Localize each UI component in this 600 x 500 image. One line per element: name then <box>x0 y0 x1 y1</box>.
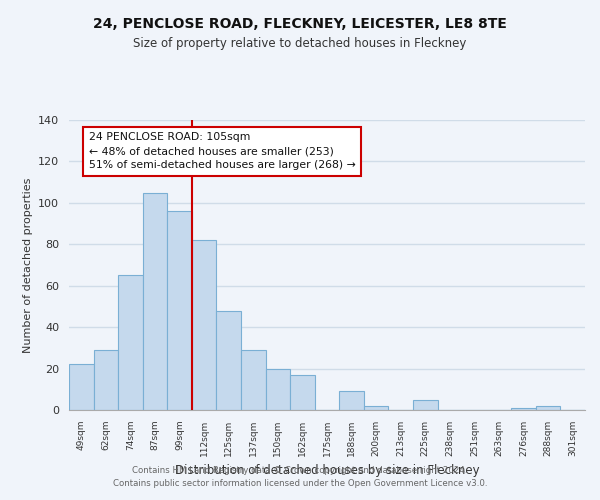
Text: 24, PENCLOSE ROAD, FLECKNEY, LEICESTER, LE8 8TE: 24, PENCLOSE ROAD, FLECKNEY, LEICESTER, … <box>93 18 507 32</box>
Text: 24 PENCLOSE ROAD: 105sqm
← 48% of detached houses are smaller (253)
51% of semi-: 24 PENCLOSE ROAD: 105sqm ← 48% of detach… <box>89 132 355 170</box>
Bar <box>143 192 167 410</box>
Bar <box>167 211 192 410</box>
Bar <box>94 350 118 410</box>
Bar <box>217 310 241 410</box>
Bar <box>339 392 364 410</box>
Bar <box>290 375 315 410</box>
Text: Size of property relative to detached houses in Fleckney: Size of property relative to detached ho… <box>133 38 467 51</box>
Bar <box>511 408 536 410</box>
Bar <box>69 364 94 410</box>
X-axis label: Distribution of detached houses by size in Fleckney: Distribution of detached houses by size … <box>175 464 479 477</box>
Bar <box>266 368 290 410</box>
Bar <box>241 350 266 410</box>
Bar <box>413 400 437 410</box>
Bar <box>364 406 388 410</box>
Y-axis label: Number of detached properties: Number of detached properties <box>23 178 32 352</box>
Bar <box>192 240 217 410</box>
Text: Contains HM Land Registry data © Crown copyright and database right 2024.
Contai: Contains HM Land Registry data © Crown c… <box>113 466 487 487</box>
Bar <box>118 276 143 410</box>
Bar <box>536 406 560 410</box>
